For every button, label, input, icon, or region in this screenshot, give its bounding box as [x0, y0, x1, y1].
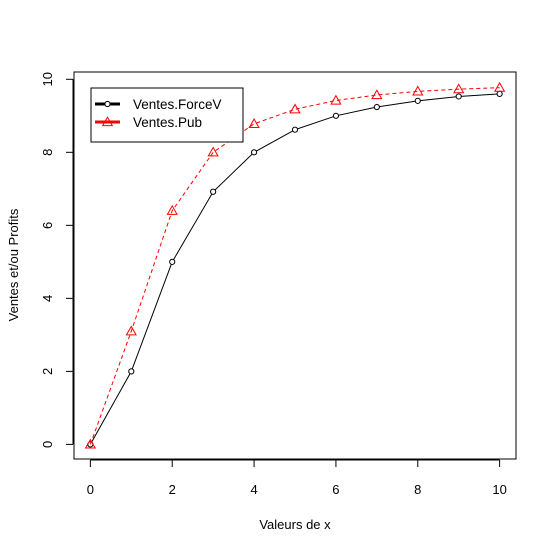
data-point: [412, 85, 424, 96]
y-axis: 0 2 4 6 8 10: [40, 72, 74, 448]
data-point: [496, 90, 503, 98]
y-tick-label: 6: [40, 222, 55, 229]
data-point: [248, 118, 260, 128]
x-tick-label: 2: [169, 482, 176, 497]
data-point: [207, 146, 219, 157]
data-point: [371, 89, 383, 100]
legend-label-1: Ventes.ForceV: [133, 97, 222, 112]
x-tick-label: 6: [332, 482, 339, 497]
data-point: [210, 188, 217, 195]
legend-marker: [104, 100, 111, 108]
y-tick-label: 0: [40, 441, 55, 448]
legend-box: [90, 87, 244, 143]
series-line-1: [89, 93, 500, 445]
y-tick-label: 8: [40, 149, 55, 156]
legend-label-2: Ventes.Pub: [133, 115, 202, 130]
y-tick-label: 10: [40, 72, 55, 86]
data-point: [455, 93, 462, 100]
x-axis-title: Valeurs de x: [259, 517, 331, 532]
y-tick-label: 2: [40, 368, 55, 375]
data-point: [414, 97, 421, 104]
data-point: [453, 83, 465, 94]
x-tick-label: 4: [250, 482, 257, 497]
data-point: [125, 325, 137, 336]
legend: Ventes.ForceV Ventes.Pub: [90, 87, 244, 143]
y-axis-title: Ventes et/ou Profits: [6, 208, 21, 321]
data-point: [332, 112, 340, 119]
x-tick-label: 8: [414, 482, 421, 497]
data-point: [250, 149, 258, 156]
y-tick-label: 4: [40, 295, 55, 302]
x-axis: 0 2 4 6 8 10: [87, 459, 507, 497]
data-point: [493, 81, 506, 92]
legend-marker: [101, 116, 114, 127]
data-point: [330, 94, 342, 105]
data-point: [166, 204, 178, 215]
data-point: [128, 368, 135, 375]
data-point: [291, 126, 299, 133]
data-point: [289, 103, 301, 114]
x-tick-label: 0: [87, 482, 94, 497]
series-line-2: [89, 87, 500, 445]
data-point: [373, 103, 380, 111]
series-layer: [84, 81, 506, 449]
data-point: [84, 438, 97, 449]
data-point: [169, 258, 176, 265]
plot-frame: [73, 71, 517, 460]
x-tick-label: 10: [492, 482, 506, 497]
